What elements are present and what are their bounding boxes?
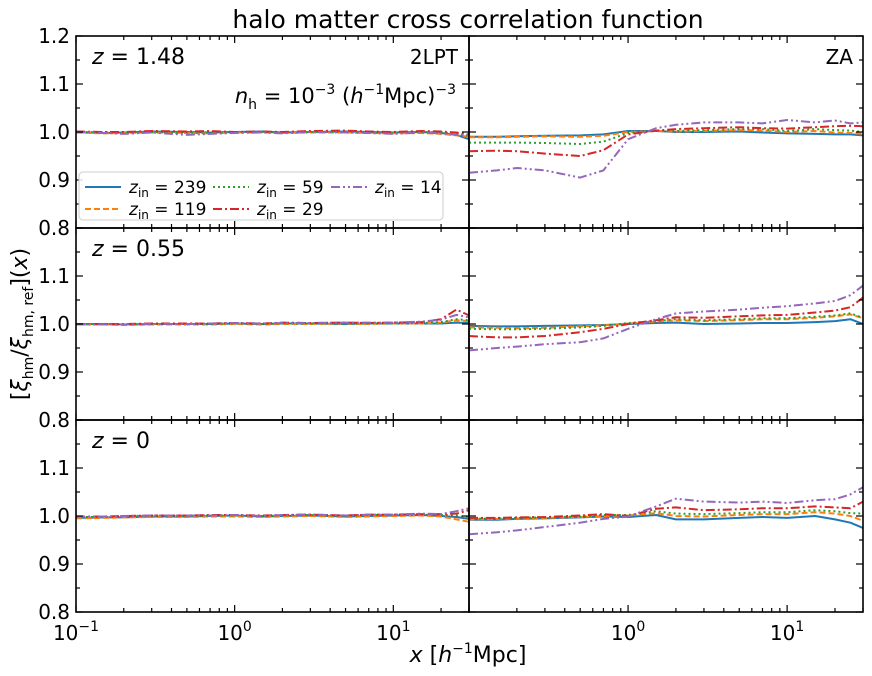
series-line-zin-14	[469, 119, 863, 179]
legend-label: zin = 59	[256, 178, 324, 200]
panel-frame	[468, 419, 864, 613]
series-line-zin-14	[469, 486, 863, 536]
legend-item-zin-29: zin = 29	[213, 200, 324, 222]
panel-r2-c1	[468, 419, 864, 613]
chart-title: halo matter cross correlation function	[232, 5, 703, 34]
series-line-zin-29	[469, 500, 863, 519]
legend-label: zin = 239	[128, 178, 206, 200]
y-tick-label: 0.8	[38, 408, 70, 432]
legend-item-zin-239: zin = 239	[85, 178, 206, 200]
panel-r0-c0	[75, 35, 470, 229]
series-line-zin-14	[76, 131, 469, 137]
series-line-zin-239	[469, 318, 863, 328]
z-label-row-3: z = 0	[91, 429, 150, 454]
panels	[75, 35, 864, 613]
y-tick-label: 1.0	[38, 312, 70, 336]
number-density-annotation: nh = 10−3 (h−1Mpc)−3	[235, 82, 456, 113]
column-label-2lpt: 2LPT	[410, 45, 459, 69]
series-line-zin-119	[469, 129, 863, 139]
y-tick-label: 0.9	[38, 360, 70, 384]
axis-ticks	[75, 227, 470, 421]
x-tick-label: 100	[611, 619, 645, 645]
column-label-za: ZA	[826, 45, 854, 69]
y-tick-label: 0.9	[38, 168, 70, 192]
series-line-zin-29	[76, 129, 469, 136]
x-tick-label: 10−1	[53, 619, 99, 645]
series-line-zin-59	[469, 128, 863, 145]
legend-item-zin-59: zin = 59	[213, 178, 324, 200]
series-line-zin-59	[469, 509, 863, 520]
series-line-zin-14	[76, 507, 469, 518]
legend-box	[78, 171, 444, 221]
panel-r0-c1	[468, 35, 864, 229]
legend-item-zin-14: zin = 14	[331, 178, 442, 200]
x-tick-label: 101	[376, 619, 410, 645]
series-line-zin-59	[469, 312, 863, 331]
x-tick-label: 100	[217, 619, 251, 645]
panel-r1-c1	[468, 227, 864, 421]
y-tick-label: 1.1	[38, 456, 70, 480]
panel-frame	[468, 227, 864, 421]
series-line-zin-29	[469, 296, 863, 339]
legend-label: zin = 14	[374, 178, 442, 200]
y-axis-label: [ξhm/ξhm, ref](x)	[8, 248, 37, 400]
series-line-zin-14	[469, 284, 863, 352]
y-tick-label: 1.1	[38, 264, 70, 288]
y-tick-labels: 0.8 0.9 1.0 1.1 1.2 0.8 0.9 1.0 1.1 0.8 0.9 1.0 1.1	[38, 24, 70, 624]
legend-item-zin-119: zin = 119	[85, 200, 206, 222]
z-label-row-1: z = 1.48	[91, 45, 185, 70]
x-tick-labels: 10−1 100 101 100 101	[53, 619, 804, 645]
y-tick-label: 1.0	[38, 120, 70, 144]
y-tick-label: 1.1	[38, 72, 70, 96]
legend-label: zin = 119	[128, 200, 206, 222]
series-line-zin-14	[76, 313, 469, 326]
y-tick-label: 1.2	[38, 24, 70, 48]
y-tick-label: 1.0	[38, 504, 70, 528]
y-tick-label: 0.8	[38, 600, 70, 624]
legend-label: zin = 29	[256, 200, 324, 222]
axis-ticks	[468, 227, 864, 421]
x-tick-label: 101	[770, 619, 804, 645]
x-axis-label: x [h−1Mpc]	[409, 641, 527, 668]
y-tick-label: 0.9	[38, 552, 70, 576]
y-tick-label: 0.8	[38, 216, 70, 240]
series-line-zin-29	[469, 124, 863, 157]
z-label-row-2: z = 0.55	[91, 237, 185, 262]
